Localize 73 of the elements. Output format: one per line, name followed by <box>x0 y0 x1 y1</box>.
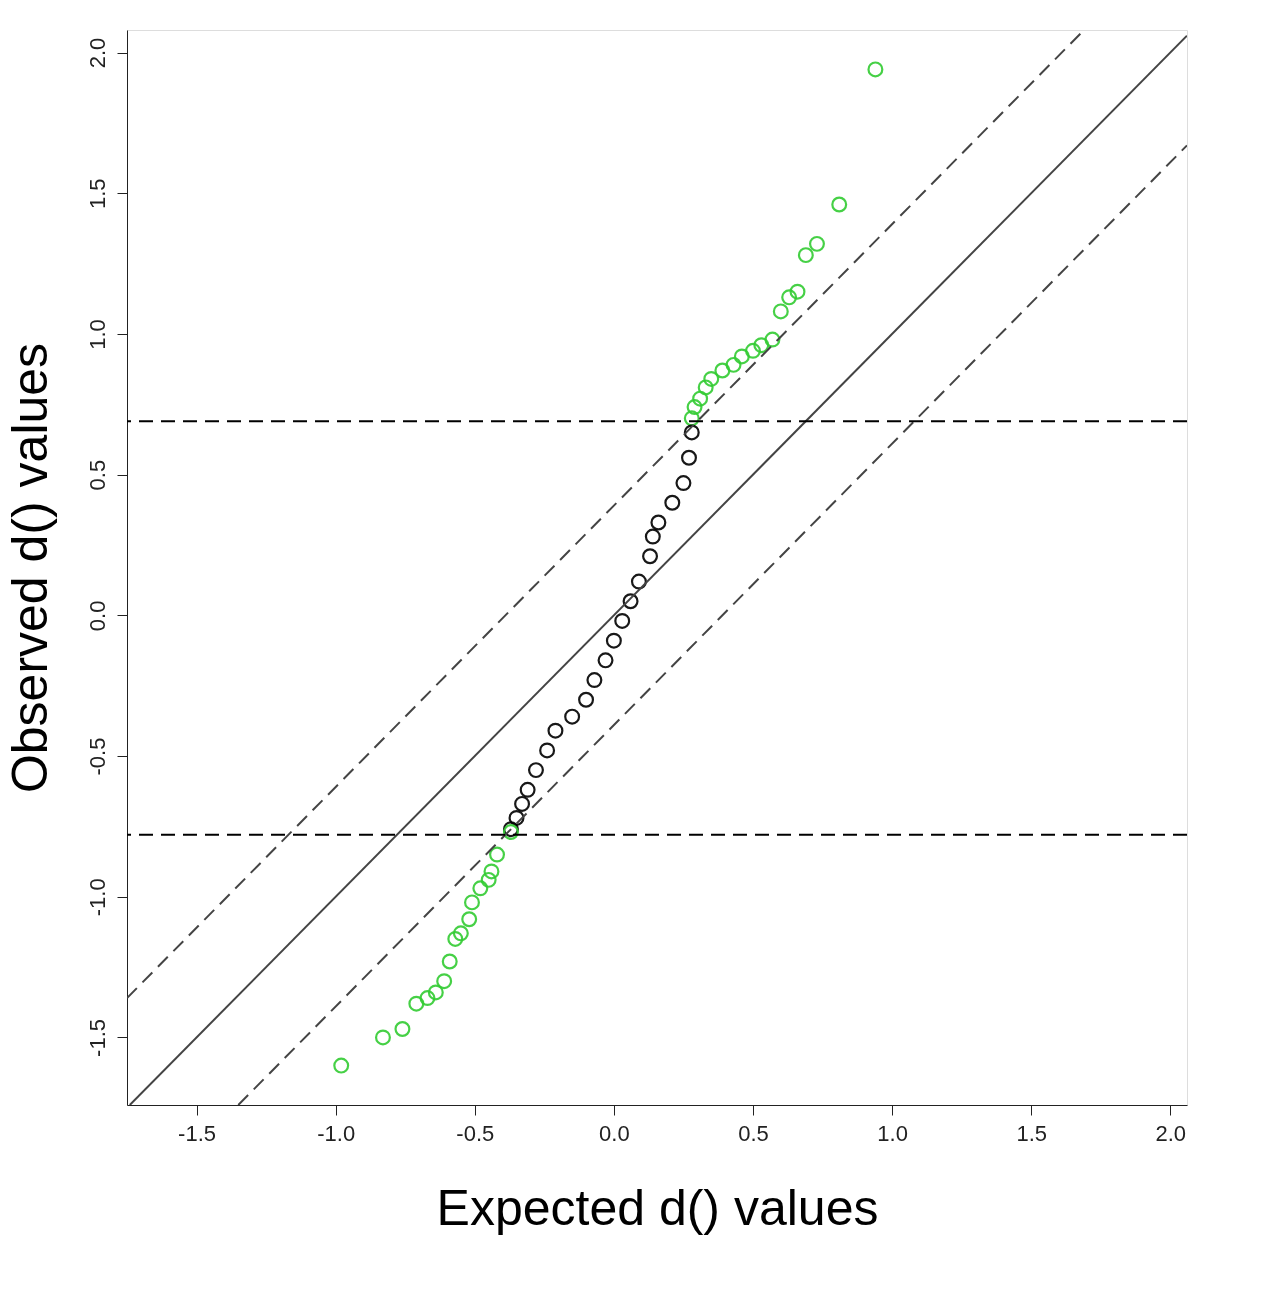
x-tick-label: -1.5 <box>178 1120 217 1146</box>
point <box>614 612 631 629</box>
point <box>703 370 720 387</box>
point <box>527 762 544 779</box>
point <box>622 593 639 610</box>
point <box>597 652 614 669</box>
point <box>480 871 497 888</box>
point <box>683 424 700 441</box>
x-tick-label: 1.0 <box>877 1120 908 1146</box>
y-tick-label: 2.0 <box>84 37 110 69</box>
point <box>725 356 742 373</box>
point <box>789 283 806 300</box>
y-tick-label: 0.0 <box>84 600 110 632</box>
point <box>772 303 789 320</box>
point <box>394 1021 411 1037</box>
point <box>447 930 464 947</box>
point <box>436 973 453 990</box>
point <box>374 1029 391 1046</box>
point <box>797 247 814 264</box>
point <box>539 742 556 759</box>
point <box>419 990 436 1007</box>
point <box>461 911 478 928</box>
point <box>547 722 564 739</box>
x-tick-label: 1.5 <box>1016 1120 1047 1146</box>
point <box>867 61 884 78</box>
point <box>733 348 750 365</box>
point <box>650 514 667 531</box>
point <box>681 449 697 466</box>
point <box>427 984 444 1001</box>
point <box>644 528 661 545</box>
point <box>831 196 848 213</box>
point <box>578 691 595 708</box>
point <box>333 1057 350 1074</box>
point <box>408 995 425 1012</box>
point <box>630 573 647 590</box>
point <box>514 795 531 812</box>
point <box>472 880 489 897</box>
x-tick-label: 0.0 <box>599 1120 630 1146</box>
point <box>586 672 603 689</box>
point <box>714 362 731 379</box>
x-axis-title: Expected d() values <box>436 1179 879 1236</box>
point <box>686 399 703 416</box>
point <box>683 410 700 427</box>
x-tick-label: -0.5 <box>456 1120 495 1146</box>
point <box>441 953 458 970</box>
point <box>753 337 770 354</box>
point <box>483 863 500 880</box>
x-tick-label: 2.0 <box>1155 1120 1187 1146</box>
point <box>463 894 480 911</box>
point <box>508 809 525 826</box>
point <box>642 548 659 565</box>
point <box>605 632 622 649</box>
y-tick-label: 1.0 <box>84 319 110 350</box>
y-tick-label: 0.5 <box>84 459 110 491</box>
point <box>692 390 709 407</box>
y-tick-label: 1.5 <box>84 178 110 210</box>
point <box>519 781 536 798</box>
point <box>764 331 781 348</box>
y-tick-label: -0.5 <box>84 737 110 776</box>
point <box>675 475 692 492</box>
point <box>697 379 714 396</box>
point <box>664 494 681 511</box>
y-axis-title: Observed d() values <box>1 342 58 794</box>
point <box>452 925 469 942</box>
point <box>564 708 581 725</box>
point <box>744 342 761 359</box>
y-tick-label: -1.5 <box>84 1019 110 1057</box>
x-tick-label: 0.5 <box>738 1120 769 1146</box>
x-tick-label: -1.0 <box>317 1120 356 1146</box>
point <box>489 846 506 863</box>
y-tick-label: -1.0 <box>84 878 110 917</box>
point <box>781 289 798 306</box>
point <box>808 235 825 252</box>
